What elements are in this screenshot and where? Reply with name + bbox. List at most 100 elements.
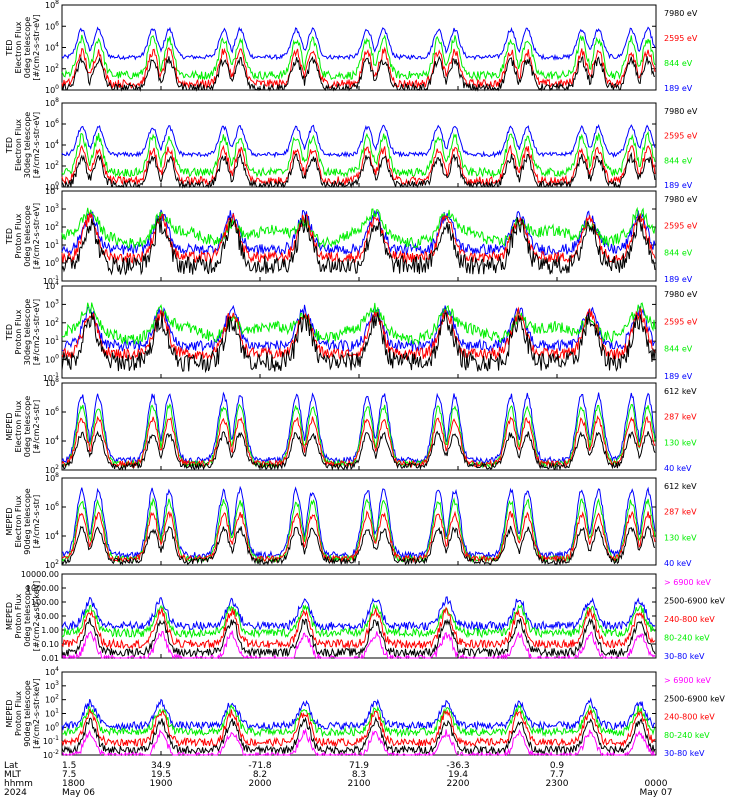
y-axis-label-line: Proton Flux [14, 691, 23, 736]
y-axis-label-line: Electron Flux [14, 21, 23, 73]
x-tick-label: 19.5 [151, 770, 171, 780]
legend-entry: > 6900 keV [664, 676, 711, 685]
x-tick-label: 1.5 [62, 761, 76, 771]
legend-entry: 40 keV [664, 559, 692, 568]
x-tick-label: 0000 [645, 779, 668, 789]
series-red [61, 306, 656, 362]
y-tick-label: 100 [45, 721, 59, 732]
y-tick-label: 102 [45, 63, 59, 74]
panel-frame [61, 382, 657, 471]
y-axis-label-line: [#/cm2-s-str-eV] [32, 112, 41, 178]
x-row-label: hhmm [4, 779, 33, 789]
y-tick-label: 100 [45, 354, 59, 365]
y-axis-label-line: [#/cm2-s-str-keV] [32, 581, 41, 652]
x-tick-label: 8.3 [352, 770, 366, 780]
y-tick-label: 104 [45, 139, 59, 150]
series-blue [61, 391, 656, 465]
y-tick-label: 101 [45, 239, 59, 250]
y-axis-label-line: Electron Flux [14, 119, 23, 171]
y-axis-label-line: 0deg telescope [23, 205, 32, 266]
y-tick-label: 104 [45, 42, 59, 53]
y-axis-label-line: [#/cm2-s-str] [32, 400, 41, 453]
legend-entry: 7980 eV [664, 9, 698, 18]
x-tick-label: May 06 [62, 788, 95, 798]
legend-entry: 30-80 keV [664, 652, 705, 661]
y-axis-label-line: [#/cm2-s-str-eV] [32, 299, 41, 365]
y-axis-label-line: [#/cm2-s-str-eV] [32, 14, 41, 80]
panel-6: 102 104 106 108 MEPED Electron Flux 90deg tele… [5, 472, 697, 570]
x-tick-label: 8.2 [253, 770, 267, 780]
series-black [61, 716, 656, 756]
legend-entry: 2595 eV [664, 34, 698, 43]
panel-8: 10-2 10-1 100 101 102 103 104 MEPED Proton Flux 9… [5, 666, 725, 760]
y-tick-label: 104 [45, 666, 59, 677]
y-axis-label-line: Proton Flux [14, 213, 23, 258]
y-axis-label-line: 30deg telescope [23, 112, 32, 179]
x-tick-label: 71.9 [349, 761, 369, 771]
y-tick-label: 102 [45, 221, 59, 232]
y-axis-label-line: MEPED [5, 602, 14, 630]
legend-entry: 189 eV [664, 372, 693, 381]
y-tick-label: 101 [45, 708, 59, 719]
x-tick-label: 7.7 [550, 770, 564, 780]
x-row-label: MLT [4, 770, 22, 780]
series-red [61, 46, 656, 90]
y-tick-label: 104 [45, 435, 59, 446]
y-axis-label-line: TED [5, 324, 14, 341]
legend-entry: 287 keV [664, 508, 697, 517]
y-axis-label-line: 90deg telescope [23, 488, 32, 555]
y-tick-label: 102 [45, 559, 59, 570]
x-tick-label: -36.3 [446, 761, 469, 771]
legend-entry: 287 keV [664, 413, 697, 422]
legend-entry: 80-240 keV [664, 731, 710, 740]
y-axis-label-line: [#/cm2-s-str] [32, 495, 41, 548]
y-axis-label-line: Proton Flux [14, 593, 23, 638]
y-axis-label-line: Electron Flux [14, 400, 23, 452]
x-tick-label: 19.4 [448, 770, 468, 780]
legend-entry: 844 eV [664, 156, 693, 165]
series-black [61, 617, 656, 659]
series-red [61, 708, 656, 748]
x-tick-label: 2200 [447, 779, 470, 789]
y-tick-label: 104 [45, 530, 59, 541]
y-tick-label: 10-1 [43, 372, 59, 383]
y-axis-label-line: MEPED [5, 700, 14, 728]
y-tick-label: 100 [45, 181, 59, 192]
x-tick-label: May 07 [640, 788, 673, 798]
y-tick-label: 108 [45, 472, 59, 483]
series-black [61, 151, 656, 189]
y-axis-label-line: MEPED [5, 508, 14, 536]
y-tick-label: 102 [45, 160, 59, 171]
y-tick-label: 10-1 [43, 275, 59, 286]
panel-3: 10-1 100 101 102 103 104 TED Proton Flux 0deg te… [5, 185, 698, 286]
x-tick-label: 2100 [348, 779, 371, 789]
y-tick-label: 10-1 [43, 735, 59, 746]
y-tick-label: 102 [45, 694, 59, 705]
series-black [61, 430, 656, 471]
y-tick-label: 102 [45, 317, 59, 328]
legend-entry: 7980 eV [664, 195, 698, 204]
series-red [61, 510, 656, 564]
series-green [61, 403, 656, 469]
y-tick-label: 102 [45, 464, 59, 475]
y-axis-label-line: TED [5, 137, 14, 154]
legend-entry: 130 keV [664, 438, 697, 447]
series-red [61, 414, 656, 469]
legend-entry: 30-80 keV [664, 749, 705, 758]
y-axis-label-line: 0deg telescope [23, 17, 32, 78]
y-tick-label: 101 [45, 335, 59, 346]
legend-entry: 2595 eV [664, 317, 698, 326]
x-tick-label: 2000 [249, 779, 272, 789]
series-black [61, 215, 656, 276]
series-blue [61, 26, 656, 61]
y-tick-label: 10-2 [43, 749, 59, 760]
panel-4: 10-1 100 101 102 103 104 TED Proton Flux 30deg t… [5, 280, 698, 383]
y-tick-label: 100 [45, 257, 59, 268]
series-green [61, 302, 656, 346]
y-tick-label: 108 [45, 97, 59, 108]
y-tick-label: 10.00 [36, 612, 59, 621]
series-black [61, 525, 656, 566]
series-green [61, 130, 656, 179]
panel-5: 102 104 106 108 MEPED Electron Flux 0deg teles… [5, 377, 697, 475]
y-axis-label-line: 30deg telescope [23, 299, 32, 366]
